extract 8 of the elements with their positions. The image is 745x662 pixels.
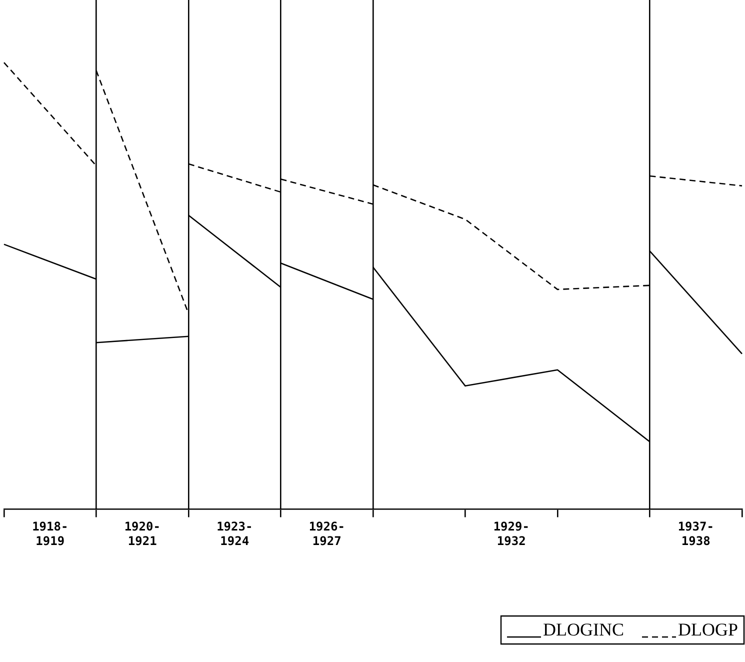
x-tick-label: 1929- 1932 bbox=[493, 520, 530, 548]
x-tick-label: 1920- 1921 bbox=[124, 520, 160, 548]
x-tick-label: 1923- 1924 bbox=[216, 520, 253, 548]
legend-label: DLOGP bbox=[678, 620, 738, 640]
legend-label: DLOGINC bbox=[543, 620, 624, 640]
x-tick-label: 1926- 1927 bbox=[308, 520, 345, 548]
x-tick-label: 1937- 1938 bbox=[678, 520, 714, 548]
x-tick-label: 1918- 1919 bbox=[32, 520, 68, 548]
